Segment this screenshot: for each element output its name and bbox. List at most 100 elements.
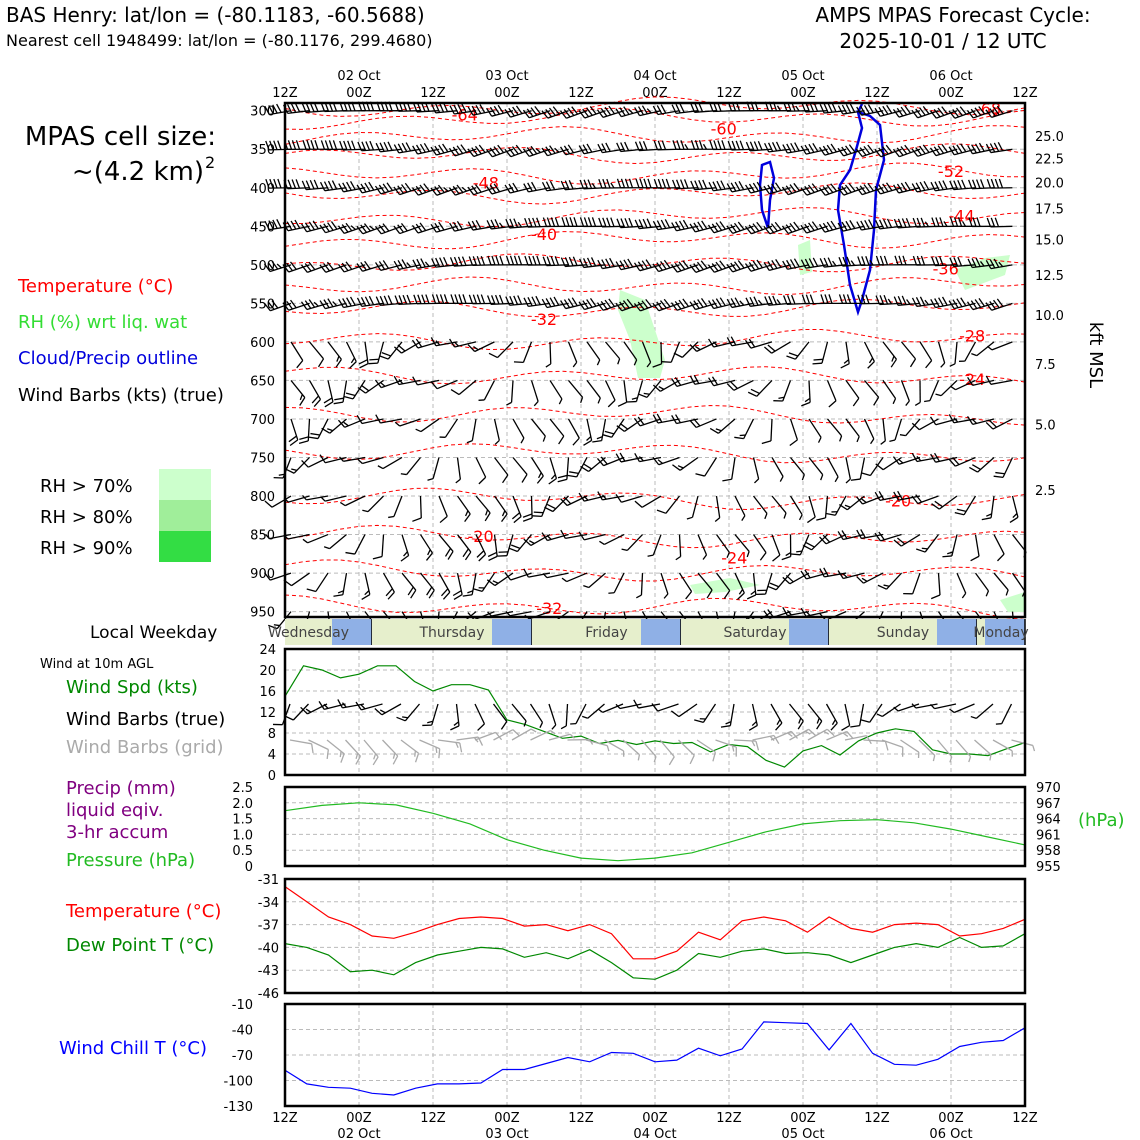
grid-wind-barb <box>949 756 953 763</box>
wind-tick-label: 24 <box>259 643 276 658</box>
wind-barb <box>579 217 585 227</box>
wind-barb <box>583 533 606 541</box>
wind-barb <box>600 301 608 310</box>
wind-barb <box>619 301 627 310</box>
wind-barb <box>653 178 659 189</box>
wind-barb <box>979 261 985 267</box>
wind-barb <box>485 509 489 516</box>
wind-barb <box>925 360 933 369</box>
temperature-contour-label: -24 <box>721 549 747 568</box>
wind-barb <box>997 553 1005 562</box>
wind-barb <box>830 143 837 153</box>
grid-wind-barb <box>604 739 624 752</box>
wind-panel-title: Wind at 10m AGL <box>40 657 154 672</box>
rh-shade <box>798 240 812 275</box>
wind-barb <box>393 495 403 517</box>
wind-barb <box>546 572 569 579</box>
wind-barb <box>665 178 671 189</box>
wind-barb <box>905 217 911 228</box>
wind-barb <box>438 495 448 517</box>
temperature-contour-label: -64 <box>452 106 478 125</box>
top-tick-label: 12Z <box>1012 86 1038 101</box>
wind-barb <box>967 145 974 155</box>
grid-wind-barb <box>637 754 641 761</box>
wind-barb <box>812 257 819 267</box>
wind-barb <box>861 294 866 304</box>
wind-barb <box>706 589 713 599</box>
wind-barb <box>626 298 634 308</box>
grid-wind-barb <box>842 732 849 737</box>
chill-tick-label: -40 <box>232 1024 253 1039</box>
wind-barb <box>746 594 757 600</box>
wind-barb <box>419 495 422 519</box>
wind-barb <box>616 425 625 432</box>
wind-barb <box>516 534 533 552</box>
wind-barb <box>578 145 585 155</box>
wind-barb <box>819 104 825 114</box>
wind-barb <box>819 568 825 578</box>
wind-barb <box>397 259 404 269</box>
wind-barb <box>661 178 667 189</box>
top-tick-label: 12Z <box>716 86 742 101</box>
wind-barb <box>898 255 903 266</box>
wind-barb <box>967 258 973 268</box>
wind-barb <box>608 105 615 115</box>
wind-barb <box>362 509 369 513</box>
wind-barb <box>994 178 1000 189</box>
wind-barb <box>873 396 880 406</box>
wind-barb <box>955 379 976 391</box>
wind-barb <box>398 378 404 385</box>
wind-barb <box>997 142 1004 152</box>
precip-tick-label: 0 <box>245 860 253 875</box>
wind-barb <box>449 222 456 232</box>
wind-barb <box>467 106 474 116</box>
wind-barb <box>717 140 722 150</box>
wind-barb <box>808 495 816 518</box>
wind-tick-label: 0 <box>268 769 276 784</box>
top-tick-label: 12Z <box>864 86 890 101</box>
wind-barb <box>856 529 862 539</box>
wind-barb <box>397 143 404 153</box>
wind-barb <box>817 437 822 443</box>
wind-barb <box>596 436 603 440</box>
chill-tick-label: -130 <box>223 1100 253 1115</box>
wind-barb <box>727 140 733 151</box>
wind-barb <box>678 261 686 270</box>
cross-section-panel: 3003504004505005506006507007508008509009… <box>250 96 1106 639</box>
pressure-tick-label: 400 <box>250 182 275 197</box>
wind-barb <box>290 418 299 441</box>
wind-barb <box>400 554 409 562</box>
wind-barb <box>580 465 589 473</box>
wind-barb <box>357 459 363 464</box>
wind-barb <box>745 141 751 152</box>
wind-barb <box>486 107 493 117</box>
wind-barb <box>307 456 329 468</box>
wind-barb <box>476 256 482 266</box>
wind-barb <box>513 255 519 266</box>
wind-barb <box>550 474 556 480</box>
wind-barb <box>528 217 533 228</box>
wind-barb <box>304 300 312 309</box>
wind-barb <box>486 579 496 587</box>
wind-barb <box>711 263 719 272</box>
wind-barb <box>848 144 856 153</box>
temperature-contour <box>284 107 1026 130</box>
wind-barb <box>416 258 422 268</box>
wind-barb <box>454 294 459 304</box>
wind-barb <box>967 376 974 386</box>
wind-barb <box>796 550 803 553</box>
wind-barb <box>387 141 393 151</box>
grid-wind-barb <box>622 739 640 756</box>
wind-barb <box>993 106 1000 116</box>
wind-barb <box>986 345 993 351</box>
wind-barb <box>930 453 937 463</box>
wind-barb <box>879 295 885 305</box>
wind-barb <box>611 418 625 438</box>
wind-barb <box>882 219 889 229</box>
wind-barb <box>276 103 282 113</box>
wind-barb <box>327 428 333 432</box>
wind-barb <box>364 182 371 192</box>
wind-barb <box>861 577 868 582</box>
